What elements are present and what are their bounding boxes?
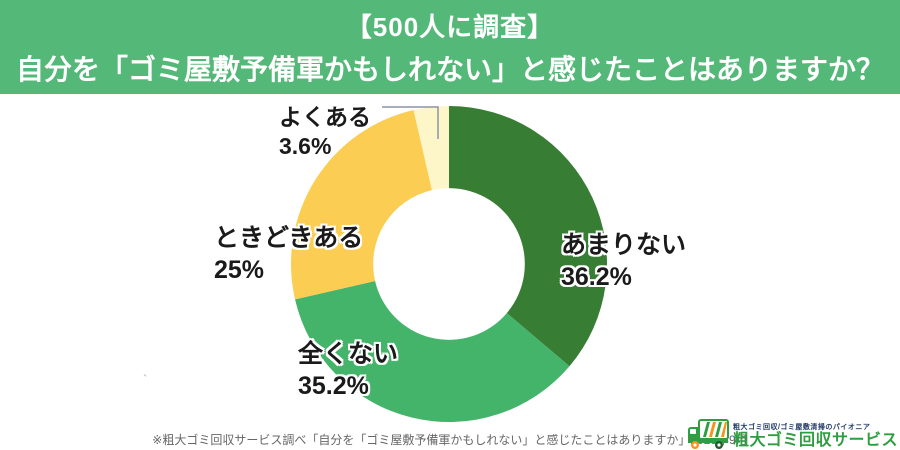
segment-pct-text: 3.6% xyxy=(279,133,332,159)
stray-mark: ` xyxy=(143,372,148,387)
logo-name: 粗大ゴミ回収サービス xyxy=(732,432,898,449)
truck-icon xyxy=(687,419,729,449)
segment-pct-text: 36.2% xyxy=(561,263,632,291)
segment-label-text: 全くない xyxy=(298,340,399,368)
company-logo: 粗大ゴミ回収/ゴミ屋敷清掃のパイオニア 粗大ゴミ回収サービス xyxy=(686,414,898,450)
segment-label-text: よくある xyxy=(279,104,371,130)
donut-segment-0 xyxy=(449,106,607,367)
header-title-line2: 自分を「ゴミ屋敷予備軍かもしれない」と感じたことはありますか？ xyxy=(15,53,884,85)
header-title-line1: 【500人に調査】 xyxy=(345,11,555,42)
header-banner: 【500人に調査】 自分を「ゴミ屋敷予備軍かもしれない」と感じたことはありますか… xyxy=(0,0,900,94)
segment-label-mattakunai: 全くない 35.2% xyxy=(298,338,398,402)
source-note: ※粗大ゴミ回収サービス調べ「自分を「ゴミ屋敷予備軍かもしれない」と感じたことはあ… xyxy=(152,433,748,447)
segment-label-tokidokiaru: ときどきある 25% xyxy=(214,222,363,286)
donut-segment-1 xyxy=(295,281,570,423)
logo-tagline: 粗大ゴミ回収/ゴミ屋敷清掃のパイオニア xyxy=(732,424,871,431)
segment-label-text: あまりない xyxy=(561,231,687,259)
segment-label-amarinai: あまりない 36.2% xyxy=(561,229,686,293)
donut-segment-3 xyxy=(413,105,449,191)
segment-label-yokuaru: よくある 3.6% xyxy=(279,103,371,161)
callout-line xyxy=(382,106,439,139)
donut-segment-2 xyxy=(290,110,432,300)
segment-pct-text: 25% xyxy=(214,256,265,284)
segment-pct-text: 35.2% xyxy=(298,372,369,400)
segment-label-text: ときどきある xyxy=(214,224,364,252)
